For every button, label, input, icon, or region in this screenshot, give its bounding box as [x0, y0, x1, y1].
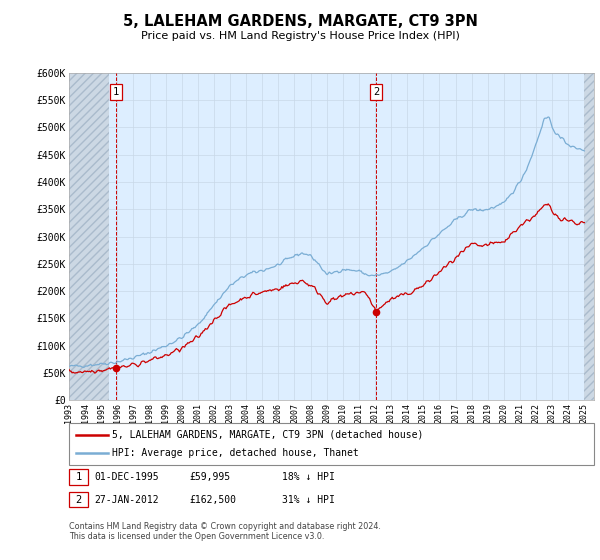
Text: HPI: Average price, detached house, Thanet: HPI: Average price, detached house, Than… [112, 448, 359, 458]
Text: 1: 1 [76, 472, 82, 482]
Polygon shape [69, 73, 109, 400]
Text: 5, LALEHAM GARDENS, MARGATE, CT9 3PN: 5, LALEHAM GARDENS, MARGATE, CT9 3PN [122, 14, 478, 29]
Text: 5, LALEHAM GARDENS, MARGATE, CT9 3PN (detached house): 5, LALEHAM GARDENS, MARGATE, CT9 3PN (de… [112, 430, 424, 440]
Text: 2: 2 [76, 494, 82, 505]
Text: 27-JAN-2012: 27-JAN-2012 [94, 494, 159, 505]
Text: 18% ↓ HPI: 18% ↓ HPI [282, 472, 335, 482]
Text: 1: 1 [113, 87, 119, 97]
Polygon shape [584, 73, 594, 400]
Text: 31% ↓ HPI: 31% ↓ HPI [282, 494, 335, 505]
Text: 2: 2 [373, 87, 379, 97]
Text: 01-DEC-1995: 01-DEC-1995 [94, 472, 159, 482]
Text: £59,995: £59,995 [189, 472, 230, 482]
Text: £162,500: £162,500 [189, 494, 236, 505]
Text: Price paid vs. HM Land Registry's House Price Index (HPI): Price paid vs. HM Land Registry's House … [140, 31, 460, 41]
Text: Contains HM Land Registry data © Crown copyright and database right 2024.
This d: Contains HM Land Registry data © Crown c… [69, 522, 381, 542]
